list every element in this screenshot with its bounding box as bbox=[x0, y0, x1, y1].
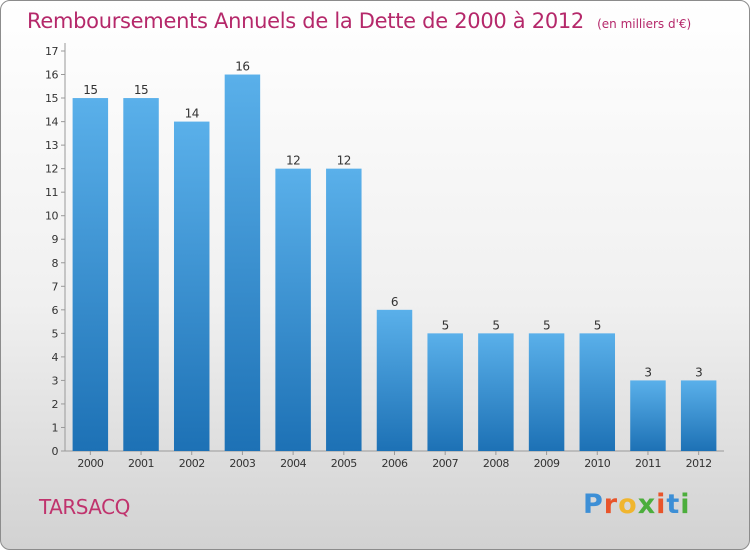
data-label: 15 bbox=[83, 83, 97, 97]
data-label: 5 bbox=[594, 318, 601, 332]
data-label: 3 bbox=[644, 365, 651, 379]
y-tick-label: 7 bbox=[52, 280, 59, 293]
y-tick-label: 11 bbox=[45, 186, 58, 199]
data-label: 12 bbox=[337, 154, 351, 168]
y-tick-label: 2 bbox=[52, 398, 59, 411]
data-label: 6 bbox=[391, 295, 398, 309]
chart-header: Remboursements Annuels de la Dette de 20… bbox=[27, 9, 691, 33]
data-label: 15 bbox=[134, 83, 148, 97]
y-tick-label: 1 bbox=[52, 421, 59, 434]
logo-letter: i bbox=[680, 489, 691, 520]
x-tick-label: 2003 bbox=[229, 457, 255, 470]
logo-letter: x bbox=[637, 489, 657, 520]
logo-letter: o bbox=[618, 489, 638, 520]
bar bbox=[579, 333, 616, 451]
x-tick-label: 2008 bbox=[483, 457, 509, 470]
y-tick-label: 15 bbox=[45, 92, 58, 105]
x-tick-label: 2010 bbox=[584, 457, 610, 470]
chart-title: Remboursements Annuels de la Dette de 20… bbox=[27, 9, 584, 33]
bar bbox=[326, 168, 362, 451]
x-tick-label: 2011 bbox=[635, 457, 661, 470]
x-tick-label: 2000 bbox=[77, 457, 103, 470]
x-tick-label: 2001 bbox=[128, 457, 154, 470]
y-tick-label: 6 bbox=[52, 304, 59, 317]
chart-subtitle: (en milliers d'€) bbox=[597, 17, 692, 31]
x-tick-label: 2006 bbox=[382, 457, 408, 470]
y-tick-label: 8 bbox=[52, 257, 59, 270]
data-label: 5 bbox=[543, 318, 550, 332]
bar bbox=[528, 333, 565, 451]
bar bbox=[224, 74, 261, 451]
y-tick-label: 5 bbox=[52, 327, 59, 340]
x-tick-label: 2002 bbox=[179, 457, 205, 470]
y-tick-label: 16 bbox=[45, 69, 58, 82]
logo-letter: t bbox=[666, 489, 681, 520]
logo-letter: i bbox=[656, 489, 667, 520]
y-tick-label: 12 bbox=[45, 163, 58, 176]
y-tick-label: 4 bbox=[52, 351, 59, 364]
x-tick-label: 2005 bbox=[331, 457, 357, 470]
y-tick-label: 3 bbox=[52, 374, 59, 387]
y-tick-label: 9 bbox=[52, 233, 59, 246]
y-tick-label: 10 bbox=[45, 210, 58, 223]
x-tick-label: 2009 bbox=[534, 457, 560, 470]
commune-name: TARSACQ bbox=[39, 495, 130, 519]
y-tick-label: 0 bbox=[52, 445, 59, 458]
bar bbox=[478, 333, 514, 451]
bar bbox=[275, 168, 311, 451]
bar bbox=[630, 380, 666, 451]
logo-letter: P bbox=[583, 489, 604, 520]
logo-letter: r bbox=[603, 489, 619, 520]
data-label: 12 bbox=[286, 154, 300, 168]
y-tick-label: 17 bbox=[45, 45, 58, 58]
data-label: 5 bbox=[442, 318, 449, 332]
bar bbox=[123, 98, 159, 451]
x-tick-label: 2012 bbox=[686, 457, 712, 470]
y-tick-label: 13 bbox=[45, 139, 58, 152]
y-tick-label: 14 bbox=[45, 116, 58, 129]
bar bbox=[72, 98, 109, 451]
x-tick-label: 2007 bbox=[432, 457, 458, 470]
proxiti-logo: Proxiti bbox=[583, 489, 691, 520]
bar bbox=[173, 121, 210, 452]
data-label: 14 bbox=[185, 107, 199, 121]
data-label: 5 bbox=[492, 318, 499, 332]
x-tick-label: 2004 bbox=[280, 457, 306, 470]
bar bbox=[427, 333, 463, 451]
data-label: 16 bbox=[235, 60, 249, 74]
data-label: 3 bbox=[695, 365, 702, 379]
bar bbox=[376, 309, 413, 451]
bar bbox=[680, 380, 717, 451]
